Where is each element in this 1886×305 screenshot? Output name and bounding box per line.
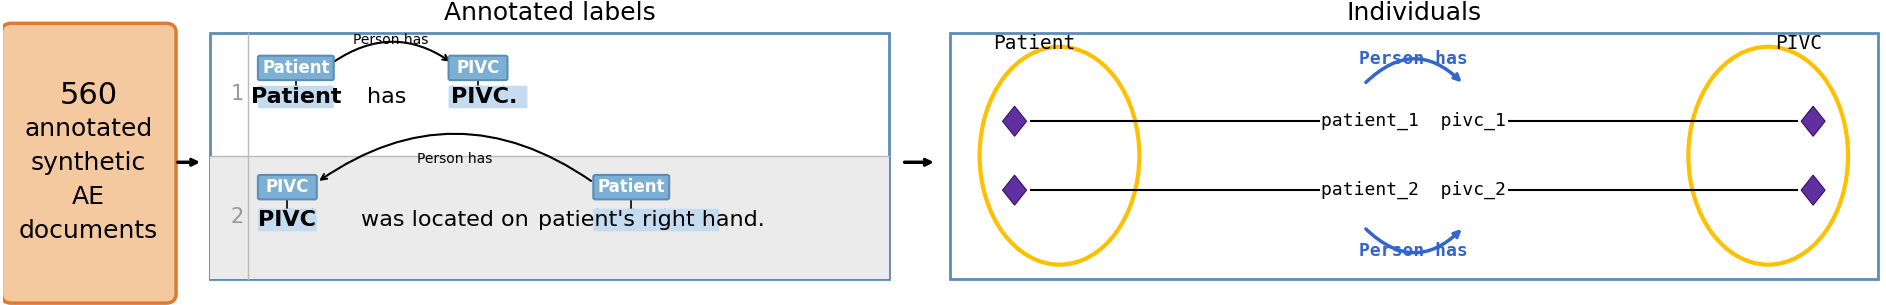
Bar: [951, 33, 1878, 279]
Text: Patient: Patient: [262, 59, 330, 77]
Text: 1: 1: [230, 84, 243, 104]
FancyBboxPatch shape: [594, 175, 670, 199]
Text: Patient: Patient: [598, 178, 666, 196]
FancyBboxPatch shape: [258, 175, 317, 199]
Bar: [209, 156, 888, 279]
Text: synthetic: synthetic: [30, 151, 147, 175]
Text: Person has: Person has: [1360, 242, 1467, 260]
Text: PIVC: PIVC: [266, 178, 309, 196]
Text: Person has: Person has: [417, 152, 492, 167]
Text: Person has: Person has: [1360, 50, 1467, 68]
Text: 560: 560: [60, 81, 117, 110]
Polygon shape: [1801, 106, 1826, 136]
Text: Person has: Person has: [353, 33, 428, 47]
FancyBboxPatch shape: [258, 56, 334, 80]
Text: PIVC: PIVC: [1775, 34, 1822, 53]
FancyBboxPatch shape: [449, 56, 507, 80]
Text: Annotated labels: Annotated labels: [443, 1, 654, 25]
Polygon shape: [1801, 175, 1826, 205]
FancyBboxPatch shape: [449, 86, 528, 108]
Text: 2: 2: [230, 207, 243, 227]
Text: patient_1  pivc_1: patient_1 pivc_1: [1322, 112, 1507, 131]
Text: has: has: [368, 87, 405, 107]
FancyBboxPatch shape: [258, 86, 334, 108]
Polygon shape: [1003, 106, 1026, 136]
FancyBboxPatch shape: [594, 209, 719, 231]
Text: patient's right hand.: patient's right hand.: [538, 210, 764, 230]
Text: PIVC: PIVC: [258, 210, 317, 230]
Text: patient_2  pivc_2: patient_2 pivc_2: [1322, 181, 1507, 199]
Text: Individuals: Individuals: [1347, 1, 1481, 25]
Text: was located on: was located on: [360, 210, 528, 230]
Text: annotated: annotated: [25, 117, 153, 142]
Text: PIVC.: PIVC.: [451, 87, 517, 107]
Text: Patient: Patient: [251, 87, 341, 107]
FancyBboxPatch shape: [2, 23, 175, 303]
Polygon shape: [1003, 175, 1026, 205]
Text: documents: documents: [19, 219, 158, 243]
Text: AE: AE: [72, 185, 106, 209]
Text: PIVC: PIVC: [456, 59, 500, 77]
Bar: [209, 33, 888, 279]
Text: Patient: Patient: [994, 34, 1075, 53]
FancyBboxPatch shape: [258, 209, 317, 231]
